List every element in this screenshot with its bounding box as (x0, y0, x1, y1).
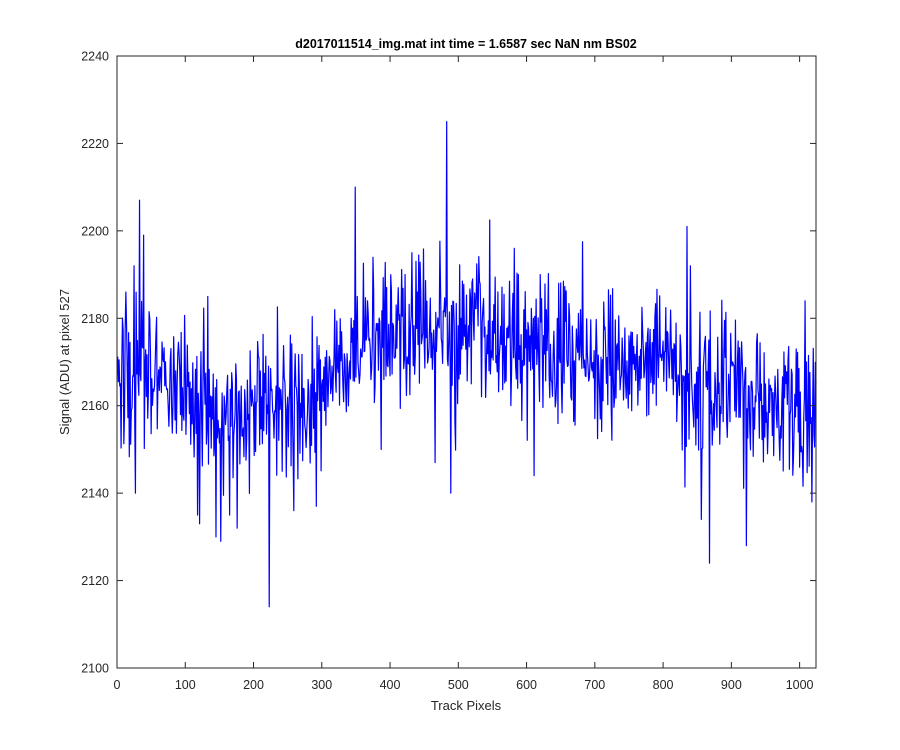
x-tick-label: 500 (448, 678, 469, 692)
axes-box (116, 55, 817, 669)
y-tick-label: 2100 (81, 662, 109, 676)
x-tick-label: 400 (380, 678, 401, 692)
x-tick-label: 800 (653, 678, 674, 692)
y-tick-label: 2240 (81, 50, 109, 64)
y-axis-label: Signal (ADU) at pixel 527 (57, 289, 72, 435)
y-tick-label: 2220 (81, 137, 109, 151)
y-tick-label: 2180 (81, 312, 109, 326)
chart-title: d2017011514_img.mat int time = 1.6587 se… (295, 37, 637, 51)
x-tick-label: 200 (243, 678, 264, 692)
x-tick-label: 100 (175, 678, 196, 692)
y-tick-label: 2160 (81, 399, 109, 413)
y-tick-label: 2140 (81, 487, 109, 501)
x-axis-ticks: 0 100 200 300 400 500 600 700 800 900 1000 (114, 56, 814, 692)
x-tick-label: 300 (311, 678, 332, 692)
x-tick-label: 700 (584, 678, 605, 692)
y-axis-ticks: 2100 2120 2140 2160 2180 2200 2220 2240 (81, 50, 816, 676)
series-layer (117, 120, 817, 608)
x-tick-label: 0 (114, 678, 121, 692)
x-axis-label: Track Pixels (431, 698, 502, 713)
y-tick-label: 2120 (81, 574, 109, 588)
x-tick-label: 600 (516, 678, 537, 692)
x-tick-label: 900 (721, 678, 742, 692)
x-tick-label: 1000 (786, 678, 814, 692)
y-tick-label: 2200 (81, 224, 109, 238)
signal-series-line (117, 120, 817, 608)
